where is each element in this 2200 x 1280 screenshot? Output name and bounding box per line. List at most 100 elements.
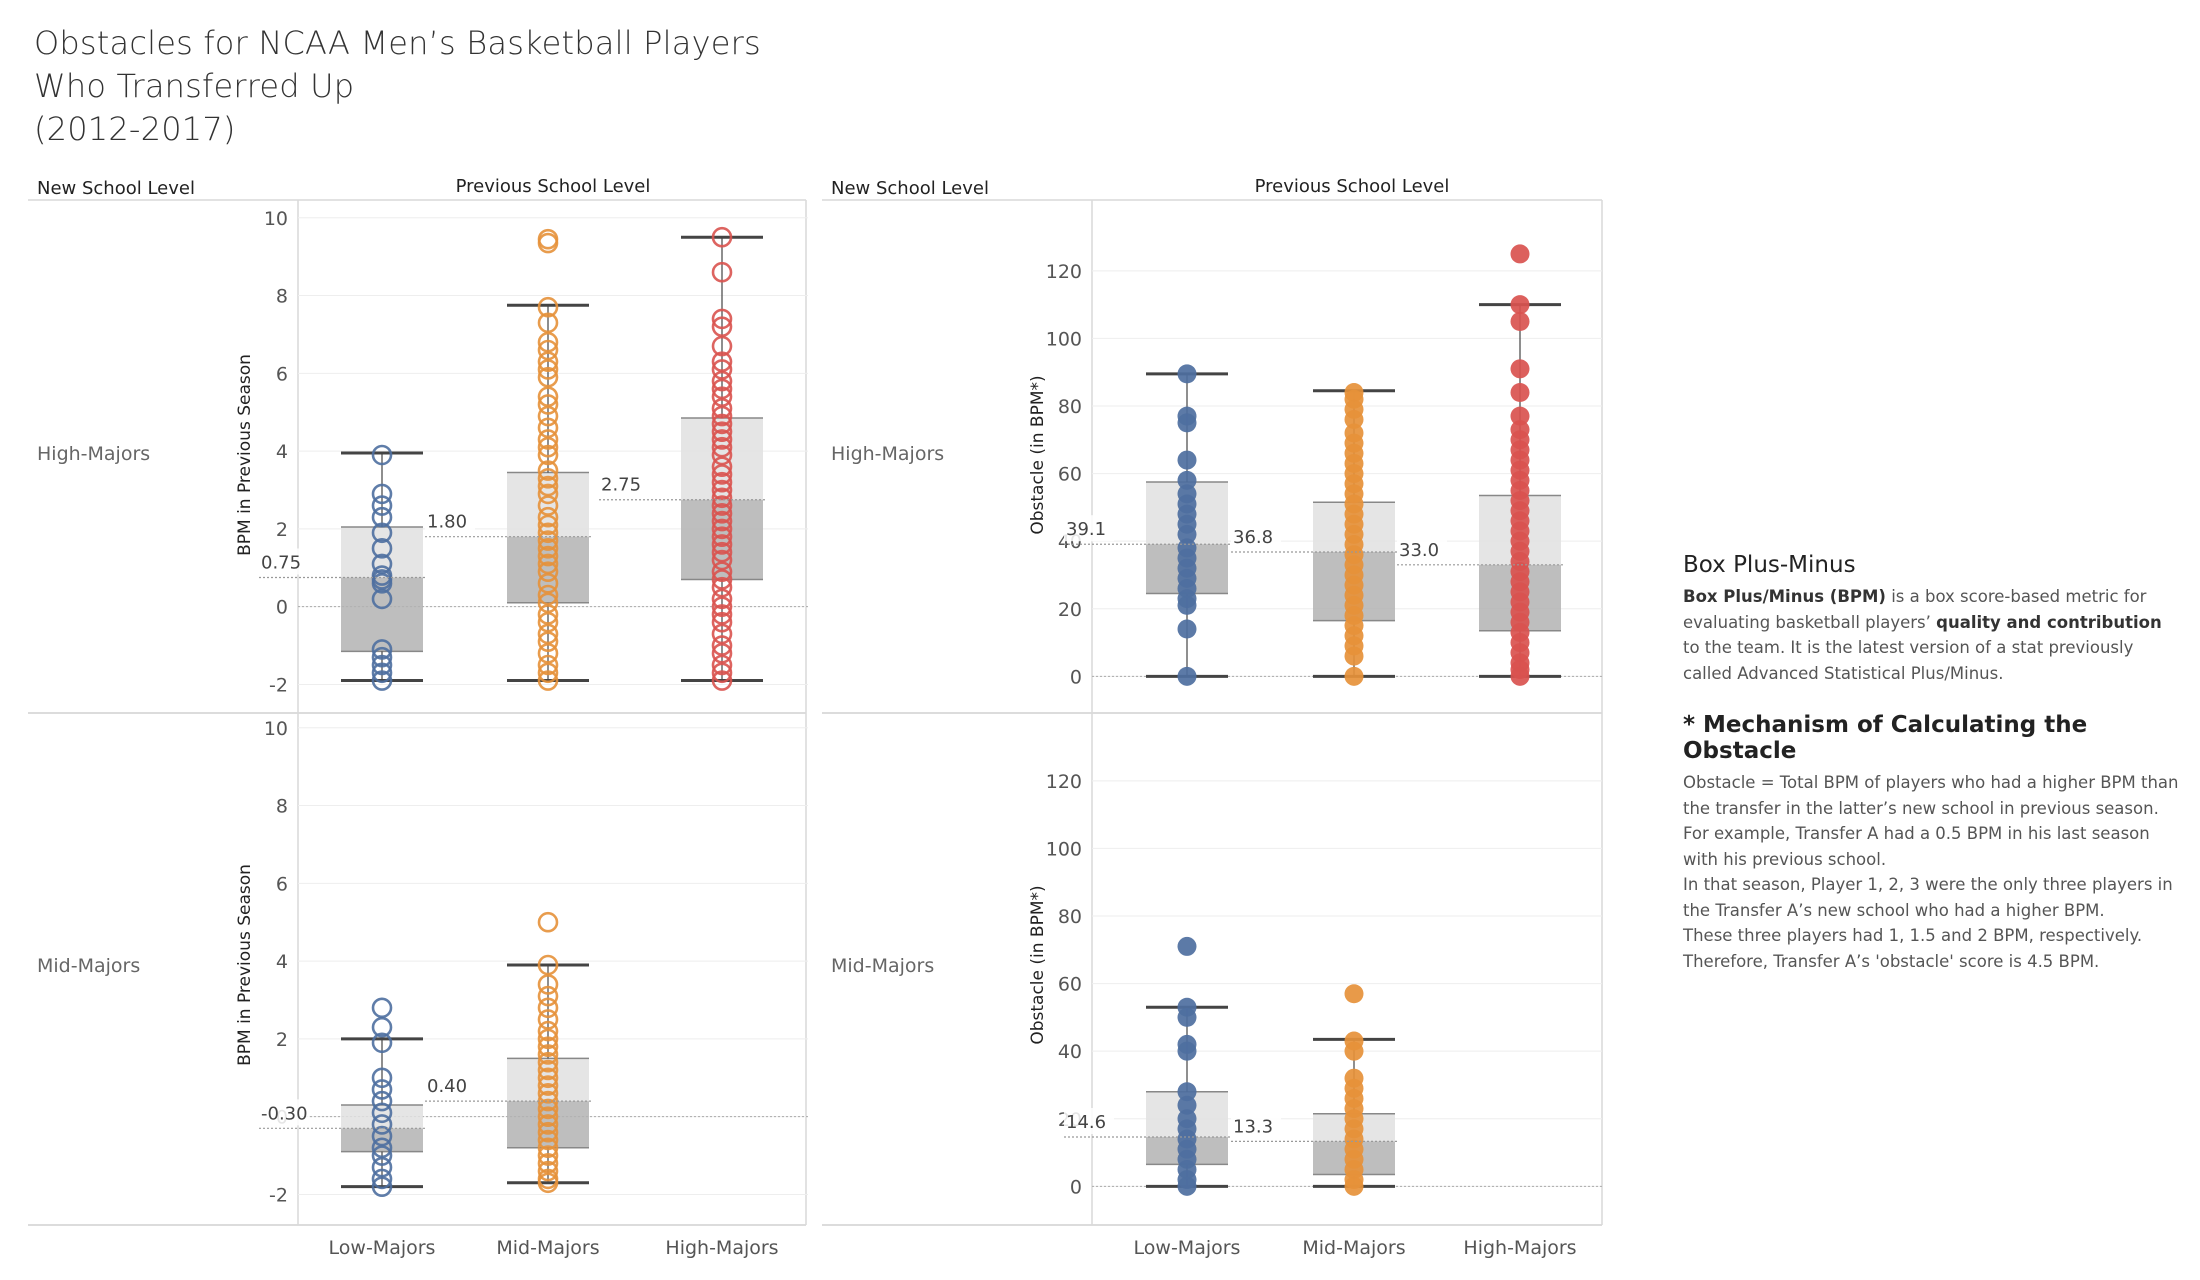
data-point [371,1090,393,1112]
data-point [711,623,733,645]
data-point [1344,666,1364,686]
median-label: 13.3 [1233,1116,1273,1137]
data-point [537,1083,559,1104]
box-upper [341,526,423,578]
data-point [711,413,733,435]
y-tick-label: 40 [1058,1041,1082,1063]
data-point [711,662,733,684]
data-point [711,487,733,509]
data-point [711,526,733,547]
median-label: 1.80 [427,512,467,533]
data-point [537,475,559,497]
col-field-header: Previous School Level [1255,176,1450,197]
row-label: Mid-Majors [37,955,140,977]
data-point [537,662,559,684]
data-point [537,1036,559,1057]
bpm-heading: Box Plus-Minus [1683,552,1856,578]
data-point [371,506,393,528]
data-point [537,538,559,559]
data-point [1177,364,1197,384]
bpm-text-1: is a box score-based metric for evaluati… [1683,587,2147,632]
y-tick-label: 6 [276,363,288,385]
row-label: High-Majors [831,443,944,465]
bpm-description: Box Plus/Minus (BPM) is a box score-base… [1683,584,2183,686]
data-point [537,611,559,633]
data-point [537,997,559,1019]
data-point [371,670,393,691]
data-point [711,541,733,563]
data-point [1510,406,1530,426]
data-point [1344,410,1364,430]
data-point [371,662,393,684]
data-point [711,456,733,477]
median-label-bg [425,507,475,534]
x-category-label: High-Majors [665,1237,778,1259]
data-point [711,503,733,524]
median-label-bg [599,470,649,497]
data-point [537,1051,559,1073]
data-point [537,530,559,551]
data-point [537,1098,559,1120]
data-point [537,553,559,575]
median-label-bg [259,548,309,575]
data-point [371,1067,393,1089]
data-point [537,495,559,516]
data-point [537,1028,559,1050]
obstacle-line: These three players had 1, 1.5 and 2 BPM… [1683,926,2143,945]
data-point [537,331,559,353]
data-point [711,405,733,427]
y-tick-label: 80 [1058,396,1082,418]
data-point [371,553,393,575]
data-point [711,421,733,442]
median-label: 14.6 [1066,1112,1106,1133]
data-point [537,514,559,536]
data-point [537,522,559,544]
data-point [711,370,733,392]
data-point [537,444,559,466]
bpm-text-2: to the team. It is the latest version of… [1683,638,2134,683]
y-tick-label: -2 [269,674,288,696]
y-tick-label: 4 [276,441,288,463]
data-point [711,436,733,458]
y-tick-label: 100 [1046,838,1082,860]
data-point [537,545,559,567]
data-point [537,1114,559,1135]
data-point [371,483,393,505]
median-label-bg [1064,515,1114,542]
data-point [537,1106,559,1127]
data-point [1177,595,1197,615]
data-point [537,460,559,481]
data-point [711,316,733,337]
data-point [537,1153,559,1174]
y-axis-label: BPM in Previous Season [235,864,255,1066]
data-point [711,226,733,248]
median-label-bg [1397,535,1447,562]
data-point [537,911,559,933]
data-point [371,1032,393,1054]
data-point [371,1168,393,1190]
data-point [711,635,733,656]
data-point [711,351,733,372]
data-point [1177,666,1197,686]
data-point [537,623,559,645]
data-point [537,1129,559,1151]
y-tick-label: 8 [276,796,288,818]
data-point [537,405,559,427]
data-point [371,1114,393,1135]
data-point [371,1156,393,1178]
data-point [537,643,559,664]
data-point [537,1075,559,1096]
data-point [537,483,559,505]
row-field-header: New School Level [37,178,195,199]
data-point [371,646,393,668]
median-label: 33.0 [1399,540,1439,561]
data-point [1177,524,1197,544]
data-point [711,398,733,419]
data-point [371,1016,393,1038]
y-tick-label: 60 [1058,464,1082,486]
title-line: Who Transferred Up [34,67,355,105]
median-label: -0.30 [261,1103,308,1124]
data-point [711,464,733,485]
data-point [537,1145,559,1166]
data-point [537,584,559,606]
